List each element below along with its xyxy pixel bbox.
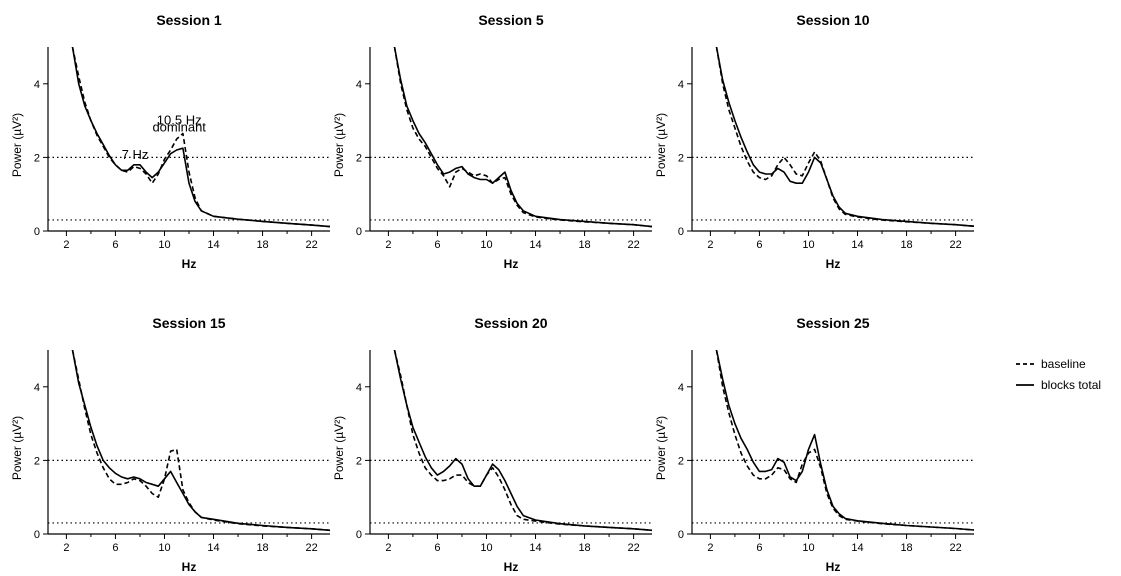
y-axis-label: Power (µV²) (10, 416, 24, 480)
annotation: 10.5 Hz (157, 112, 202, 127)
x-tick-label: 22 (305, 542, 317, 554)
x-tick-label: 2 (63, 542, 69, 554)
x-tick-label: 2 (707, 239, 713, 251)
x-tick-label: 10 (802, 239, 814, 251)
x-axis-label: Hz (826, 257, 841, 271)
x-tick-label: 6 (434, 542, 440, 554)
x-tick-label: 18 (256, 239, 268, 251)
x-tick-label: 2 (63, 239, 69, 251)
x-tick-label: 2 (707, 542, 713, 554)
x-tick-label: 22 (627, 542, 639, 554)
y-tick-label: 0 (34, 226, 40, 238)
x-tick-label: 14 (207, 239, 219, 251)
y-axis-label: Power (µV²) (332, 113, 346, 177)
x-tick-label: 10 (802, 542, 814, 554)
y-tick-label: 2 (34, 455, 40, 467)
panel-1: Session 1 0 2 4 2 6 10 14 18 22 Hz Power (µV²) 7 Hz 1… (10, 12, 330, 271)
x-tick-label: 14 (207, 542, 219, 554)
y-tick-label: 4 (34, 382, 40, 394)
y-tick-label: 0 (356, 226, 362, 238)
series-line-baseline (393, 47, 652, 228)
panel-title: Session 20 (474, 315, 547, 331)
series-line-baseline (71, 47, 330, 228)
x-tick-label: 6 (112, 239, 118, 251)
x-tick-label: 18 (578, 542, 590, 554)
legend: baseline blocks total (1016, 357, 1101, 392)
panel-title: Session 1 (156, 12, 222, 28)
x-tick-label: 6 (756, 542, 762, 554)
legend-label: baseline (1041, 357, 1086, 371)
x-tick-label: 10 (480, 542, 492, 554)
panel-5: Session 20 0 2 4 2 6 10 14 18 22 Hz Power (µV²) (332, 315, 652, 574)
panel-6: Session 25 0 2 4 2 6 10 14 18 22 Hz Power (µV²) (654, 315, 974, 574)
series-line-baseline (715, 47, 974, 227)
x-tick-label: 14 (529, 542, 541, 554)
x-tick-label: 18 (900, 542, 912, 554)
x-tick-label: 10 (480, 239, 492, 251)
series-line-blocks-total (715, 350, 974, 531)
y-tick-label: 0 (34, 529, 40, 541)
legend-label: blocks total (1041, 378, 1101, 392)
x-tick-label: 18 (578, 239, 590, 251)
x-tick-label: 14 (529, 239, 541, 251)
series-line-blocks-total (715, 47, 974, 227)
y-tick-label: 4 (356, 79, 362, 91)
annotation: 7 Hz (122, 147, 149, 162)
y-tick-label: 0 (678, 226, 684, 238)
y-tick-label: 2 (356, 152, 362, 164)
panel-2: Session 5 0 2 4 2 6 10 14 18 22 Hz Power (µV²) (332, 12, 652, 271)
series-line-baseline (715, 350, 974, 531)
x-tick-label: 6 (112, 542, 118, 554)
y-axis-label: Power (µV²) (654, 113, 668, 177)
y-tick-label: 4 (356, 382, 362, 394)
y-axis-label: Power (µV²) (654, 416, 668, 480)
series-line-baseline (71, 350, 330, 532)
x-tick-label: 14 (851, 542, 863, 554)
y-tick-label: 2 (678, 152, 684, 164)
x-tick-label: 18 (900, 239, 912, 251)
x-axis-label: Hz (504, 257, 519, 271)
x-tick-label: 6 (756, 239, 762, 251)
y-axis-label: Power (µV²) (10, 113, 24, 177)
y-tick-label: 2 (678, 455, 684, 467)
series-line-blocks-total (71, 47, 330, 228)
x-tick-label: 22 (305, 239, 317, 251)
annotation: dominant (152, 120, 206, 135)
y-tick-label: 0 (356, 529, 362, 541)
panel-title: Session 15 (152, 315, 225, 331)
x-tick-label: 10 (158, 239, 170, 251)
x-axis-label: Hz (182, 560, 197, 574)
y-tick-label: 2 (34, 152, 40, 164)
x-axis-label: Hz (826, 560, 841, 574)
x-axis-label: Hz (504, 560, 519, 574)
y-tick-label: 4 (678, 79, 684, 91)
series-line-baseline (393, 350, 652, 532)
y-axis-label: Power (µV²) (332, 416, 346, 480)
x-tick-label: 2 (385, 542, 391, 554)
y-tick-label: 2 (356, 455, 362, 467)
series-line-blocks-total (393, 47, 652, 228)
x-tick-label: 22 (949, 239, 961, 251)
x-tick-label: 22 (949, 542, 961, 554)
x-tick-label: 10 (158, 542, 170, 554)
series-line-blocks-total (71, 350, 330, 532)
x-axis-label: Hz (182, 257, 197, 271)
y-tick-label: 4 (678, 382, 684, 394)
series-line-blocks-total (393, 350, 652, 532)
y-tick-label: 4 (34, 79, 40, 91)
y-tick-label: 0 (678, 529, 684, 541)
panel-title: Session 5 (478, 12, 544, 28)
x-tick-label: 14 (851, 239, 863, 251)
panel-title: Session 10 (796, 12, 869, 28)
x-tick-label: 18 (256, 542, 268, 554)
x-tick-label: 6 (434, 239, 440, 251)
panel-3: Session 10 0 2 4 2 6 10 14 18 22 Hz Power (µV²) (654, 12, 974, 271)
panel-4: Session 15 0 2 4 2 6 10 14 18 22 Hz Power (µV²) (10, 315, 330, 574)
x-tick-label: 22 (627, 239, 639, 251)
x-tick-label: 2 (385, 239, 391, 251)
panel-title: Session 25 (796, 315, 869, 331)
